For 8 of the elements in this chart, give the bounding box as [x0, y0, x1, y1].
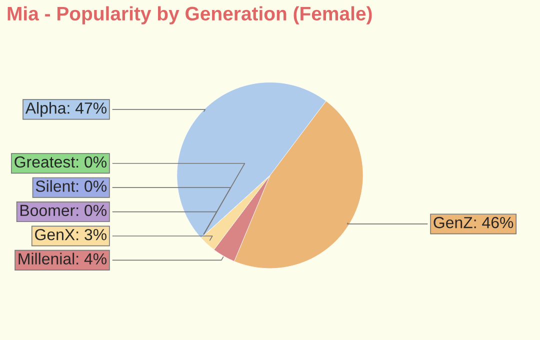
category-label: Silent: 0%: [36, 180, 106, 192]
slice-label: GenX: 3%: [35, 228, 107, 240]
legend-label: Boomer: 0%: [20, 204, 107, 216]
chart-title: Mia - Popularity by Generation (Female): [8, 6, 372, 24]
slice-label: GenZ: 46%: [434, 216, 514, 228]
slice-label: Millenial: 4%: [18, 252, 107, 264]
category-label: Greatest: 0%: [14, 156, 107, 168]
slice-label: Alpha: 47%: [25, 102, 107, 117]
